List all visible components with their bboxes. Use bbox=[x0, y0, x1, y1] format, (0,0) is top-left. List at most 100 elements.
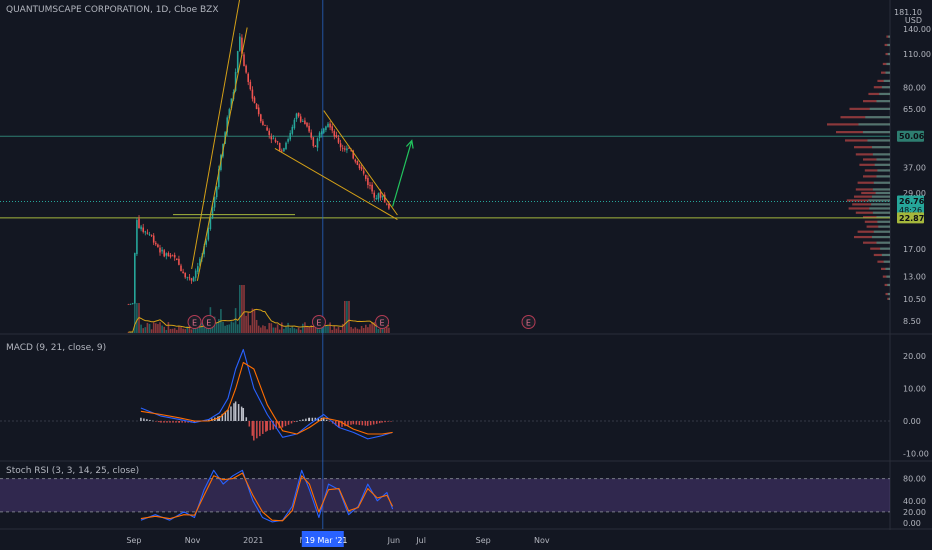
candle-body bbox=[264, 124, 266, 126]
macd-histogram-bar bbox=[305, 418, 307, 421]
stoch-rsi-pane-label[interactable]: Stoch RSI (3, 3, 14, 25, close) bbox=[6, 466, 140, 476]
candle-body bbox=[129, 303, 132, 305]
volume-bar bbox=[142, 328, 145, 333]
candle-body bbox=[306, 122, 308, 127]
volume-bar bbox=[285, 326, 287, 333]
candle-body bbox=[262, 121, 264, 125]
candle-body bbox=[386, 203, 388, 205]
price-tick-label: 37.00 bbox=[903, 164, 926, 173]
volume-profile-bar bbox=[874, 163, 890, 166]
candle-body bbox=[331, 126, 334, 131]
candle-body bbox=[352, 150, 355, 159]
volume-profile-bar bbox=[883, 79, 890, 83]
candle-body bbox=[241, 37, 243, 54]
macd-histogram-bar bbox=[248, 421, 251, 427]
volume-profile-bar bbox=[872, 153, 890, 156]
price-tick-label: 140.00 bbox=[903, 25, 931, 34]
volume-profile-bar bbox=[888, 35, 890, 38]
volume-bar bbox=[232, 322, 235, 333]
price-tick-label: 8.50 bbox=[903, 317, 921, 326]
macd-histogram bbox=[140, 401, 392, 441]
macd-histogram-bar bbox=[160, 421, 162, 423]
volume-bar bbox=[152, 322, 155, 333]
macd-histogram-bar bbox=[350, 421, 352, 425]
stoch-band bbox=[0, 478, 890, 512]
volume-bar bbox=[197, 326, 199, 333]
time-tick-label: Nov bbox=[534, 536, 550, 545]
volume-bar bbox=[192, 325, 195, 333]
volume-profile-bar bbox=[868, 199, 890, 202]
earnings-marker-label: E bbox=[316, 319, 321, 328]
volume-bar bbox=[159, 322, 161, 333]
macd-histogram-bar bbox=[334, 421, 337, 426]
macd-histogram-bar bbox=[311, 417, 314, 421]
volume-bar bbox=[182, 328, 184, 333]
volume-bar bbox=[377, 328, 380, 333]
volume-bar bbox=[245, 315, 247, 333]
volume-bar bbox=[270, 323, 273, 333]
volume-profile-bar bbox=[877, 220, 890, 223]
volume-bar bbox=[331, 329, 334, 333]
volume-bar bbox=[136, 303, 138, 333]
volume-bar bbox=[274, 327, 277, 333]
candle-body bbox=[148, 234, 151, 235]
candle-body bbox=[142, 227, 145, 232]
macd-histogram-bar bbox=[193, 421, 196, 423]
candle-body bbox=[134, 253, 136, 304]
macd-histogram-bar bbox=[166, 421, 168, 423]
volume-bar bbox=[157, 324, 159, 333]
candle-body bbox=[173, 255, 176, 258]
candle-body bbox=[297, 112, 300, 117]
candle-body bbox=[159, 247, 161, 253]
volume-bar bbox=[190, 329, 193, 333]
volume-profile-bar bbox=[872, 211, 890, 214]
wedge-lower-line bbox=[274, 148, 398, 220]
volume-bar bbox=[362, 328, 365, 333]
candle-body bbox=[199, 258, 201, 266]
volume-bar bbox=[161, 325, 163, 333]
candle-body bbox=[243, 54, 245, 67]
macd-histogram-bar bbox=[233, 403, 235, 421]
last-price-tag: 26.76 bbox=[899, 197, 925, 206]
candle-body bbox=[278, 142, 281, 151]
candle-body bbox=[194, 270, 197, 278]
price-tick-label: 110.00 bbox=[903, 50, 931, 59]
candle-body bbox=[167, 253, 170, 257]
candle-body bbox=[371, 184, 373, 192]
volume-bar bbox=[211, 322, 214, 333]
candle-body bbox=[144, 231, 147, 233]
volume-bar bbox=[367, 327, 369, 333]
volume-bar bbox=[165, 329, 168, 333]
macd-histogram-bar bbox=[184, 421, 186, 423]
candle-body bbox=[230, 98, 233, 109]
volume-bar bbox=[146, 322, 149, 333]
time-tick-label: 2021 bbox=[243, 536, 263, 545]
time-tick-label: Jun bbox=[387, 536, 401, 545]
crosshair-date-bg bbox=[301, 531, 344, 547]
volume-profile-bar bbox=[871, 203, 890, 206]
candle-body bbox=[266, 127, 268, 131]
candle-body bbox=[165, 253, 168, 256]
price-tick-label: 80.00 bbox=[903, 83, 926, 92]
macd-histogram-bar bbox=[266, 421, 268, 431]
volume-profile-bar bbox=[877, 169, 890, 172]
earnings-marker-label: E bbox=[526, 319, 531, 328]
macd-pane-label[interactable]: MACD (9, 21, close, 9) bbox=[6, 343, 107, 353]
volume-profile-bar bbox=[888, 297, 890, 300]
macd-histogram-bar bbox=[163, 421, 165, 423]
macd-tick-label: 0.00 bbox=[903, 417, 921, 426]
volume-profile-bar bbox=[872, 146, 890, 149]
candle-body bbox=[203, 246, 205, 255]
volume-bar bbox=[150, 329, 153, 333]
candle-body bbox=[323, 128, 325, 133]
candle-body bbox=[354, 159, 357, 162]
volume-bar bbox=[203, 326, 205, 333]
macd-histogram-bar bbox=[149, 419, 151, 421]
volume-bar bbox=[308, 326, 310, 333]
volume-bar bbox=[218, 319, 220, 333]
time-tick-label: Jul bbox=[415, 536, 426, 545]
macd-histogram-bar bbox=[169, 421, 171, 423]
candle-body bbox=[362, 170, 365, 174]
macd-histogram-bar bbox=[240, 406, 243, 421]
